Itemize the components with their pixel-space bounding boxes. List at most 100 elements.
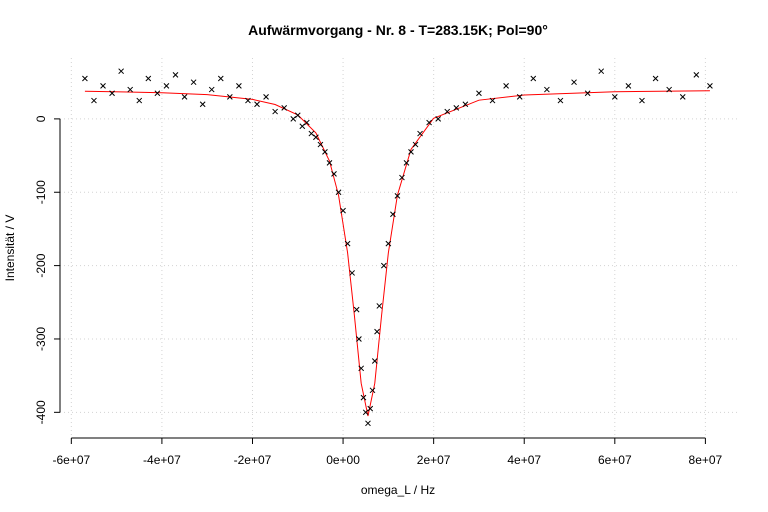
point-stroke	[335, 189, 342, 196]
point	[136, 97, 143, 104]
x-tick-label: -2e+07	[234, 453, 272, 467]
point	[226, 94, 233, 100]
point-stroke	[707, 83, 713, 89]
point	[462, 101, 469, 108]
y-tick-label: 0	[34, 115, 48, 122]
point-stroke	[435, 116, 442, 122]
point-stroke	[408, 149, 414, 155]
point	[217, 75, 224, 82]
point-stroke	[208, 86, 215, 93]
point	[707, 83, 713, 89]
point-stroke	[303, 119, 310, 126]
point-stroke	[611, 94, 618, 100]
point-stroke	[82, 75, 88, 82]
point	[340, 207, 346, 214]
point-stroke	[417, 130, 423, 137]
point	[557, 97, 564, 104]
point-stroke	[453, 105, 460, 111]
point	[390, 211, 396, 218]
point	[639, 97, 645, 104]
point	[344, 240, 351, 247]
point	[476, 90, 482, 97]
point-stroke	[360, 394, 367, 401]
point-stroke	[272, 108, 278, 115]
point-stroke	[679, 94, 686, 100]
point	[349, 270, 355, 276]
point-stroke	[394, 193, 401, 199]
point	[272, 108, 278, 115]
point-stroke	[598, 68, 605, 75]
point	[181, 94, 188, 100]
point	[322, 149, 328, 155]
point	[326, 160, 333, 166]
point-stroke	[412, 141, 419, 148]
point	[335, 189, 342, 196]
point-stroke	[353, 306, 360, 313]
point-stroke	[444, 108, 451, 115]
point-stroke	[625, 83, 632, 89]
point	[435, 116, 442, 122]
point	[625, 83, 632, 89]
point-stroke	[136, 97, 143, 104]
x-axis-label: omega_L / Hz	[361, 483, 435, 497]
point	[571, 79, 577, 86]
point	[91, 97, 97, 104]
point-stroke	[127, 86, 134, 93]
point-stroke	[385, 240, 392, 247]
point	[380, 262, 387, 269]
point-stroke	[217, 75, 224, 82]
point	[236, 83, 242, 89]
point	[362, 409, 369, 416]
point	[385, 240, 392, 247]
point	[303, 119, 310, 126]
point	[530, 75, 537, 82]
point-stroke	[163, 83, 170, 89]
point	[308, 130, 315, 137]
point-stroke	[308, 130, 315, 137]
point	[353, 306, 360, 313]
point	[503, 83, 509, 89]
x-tick-label: -6e+07	[52, 453, 90, 467]
point-stroke	[263, 94, 269, 100]
point-stroke	[236, 83, 242, 89]
point	[408, 149, 414, 155]
point-stroke	[403, 160, 410, 166]
point-stroke	[358, 365, 365, 372]
point	[426, 119, 432, 126]
point	[399, 174, 405, 181]
point-stroke	[571, 79, 577, 86]
point-stroke	[154, 90, 161, 97]
point-stroke	[516, 94, 523, 100]
y-tick-label: -400	[34, 400, 48, 424]
point	[489, 97, 496, 104]
point-stroke	[356, 336, 362, 342]
point	[127, 86, 134, 93]
y-tick-label: -200	[34, 253, 48, 277]
point-stroke	[317, 141, 324, 148]
point-stroke	[639, 97, 645, 104]
point-stroke	[331, 171, 337, 177]
point	[313, 134, 319, 141]
point-stroke	[199, 101, 206, 108]
y-tick-label: -100	[34, 180, 48, 204]
point	[371, 358, 378, 364]
point	[453, 105, 460, 111]
point	[100, 83, 106, 89]
x-tick-label: 2e+07	[417, 453, 451, 467]
point-stroke	[462, 101, 469, 108]
point-stroke	[294, 112, 301, 119]
point-stroke	[109, 90, 115, 97]
point-stroke	[118, 68, 124, 75]
x-tick-label: 4e+07	[507, 453, 541, 467]
point	[367, 405, 374, 412]
point	[544, 86, 550, 93]
point-stroke	[369, 387, 376, 394]
point-stroke	[313, 134, 319, 141]
point	[369, 387, 376, 394]
x-tick-label: 6e+07	[598, 453, 632, 467]
point-stroke	[245, 97, 251, 104]
x-tick-label: 8e+07	[689, 453, 723, 467]
point-stroke	[190, 79, 197, 86]
point	[172, 72, 179, 78]
point-stroke	[340, 207, 346, 214]
